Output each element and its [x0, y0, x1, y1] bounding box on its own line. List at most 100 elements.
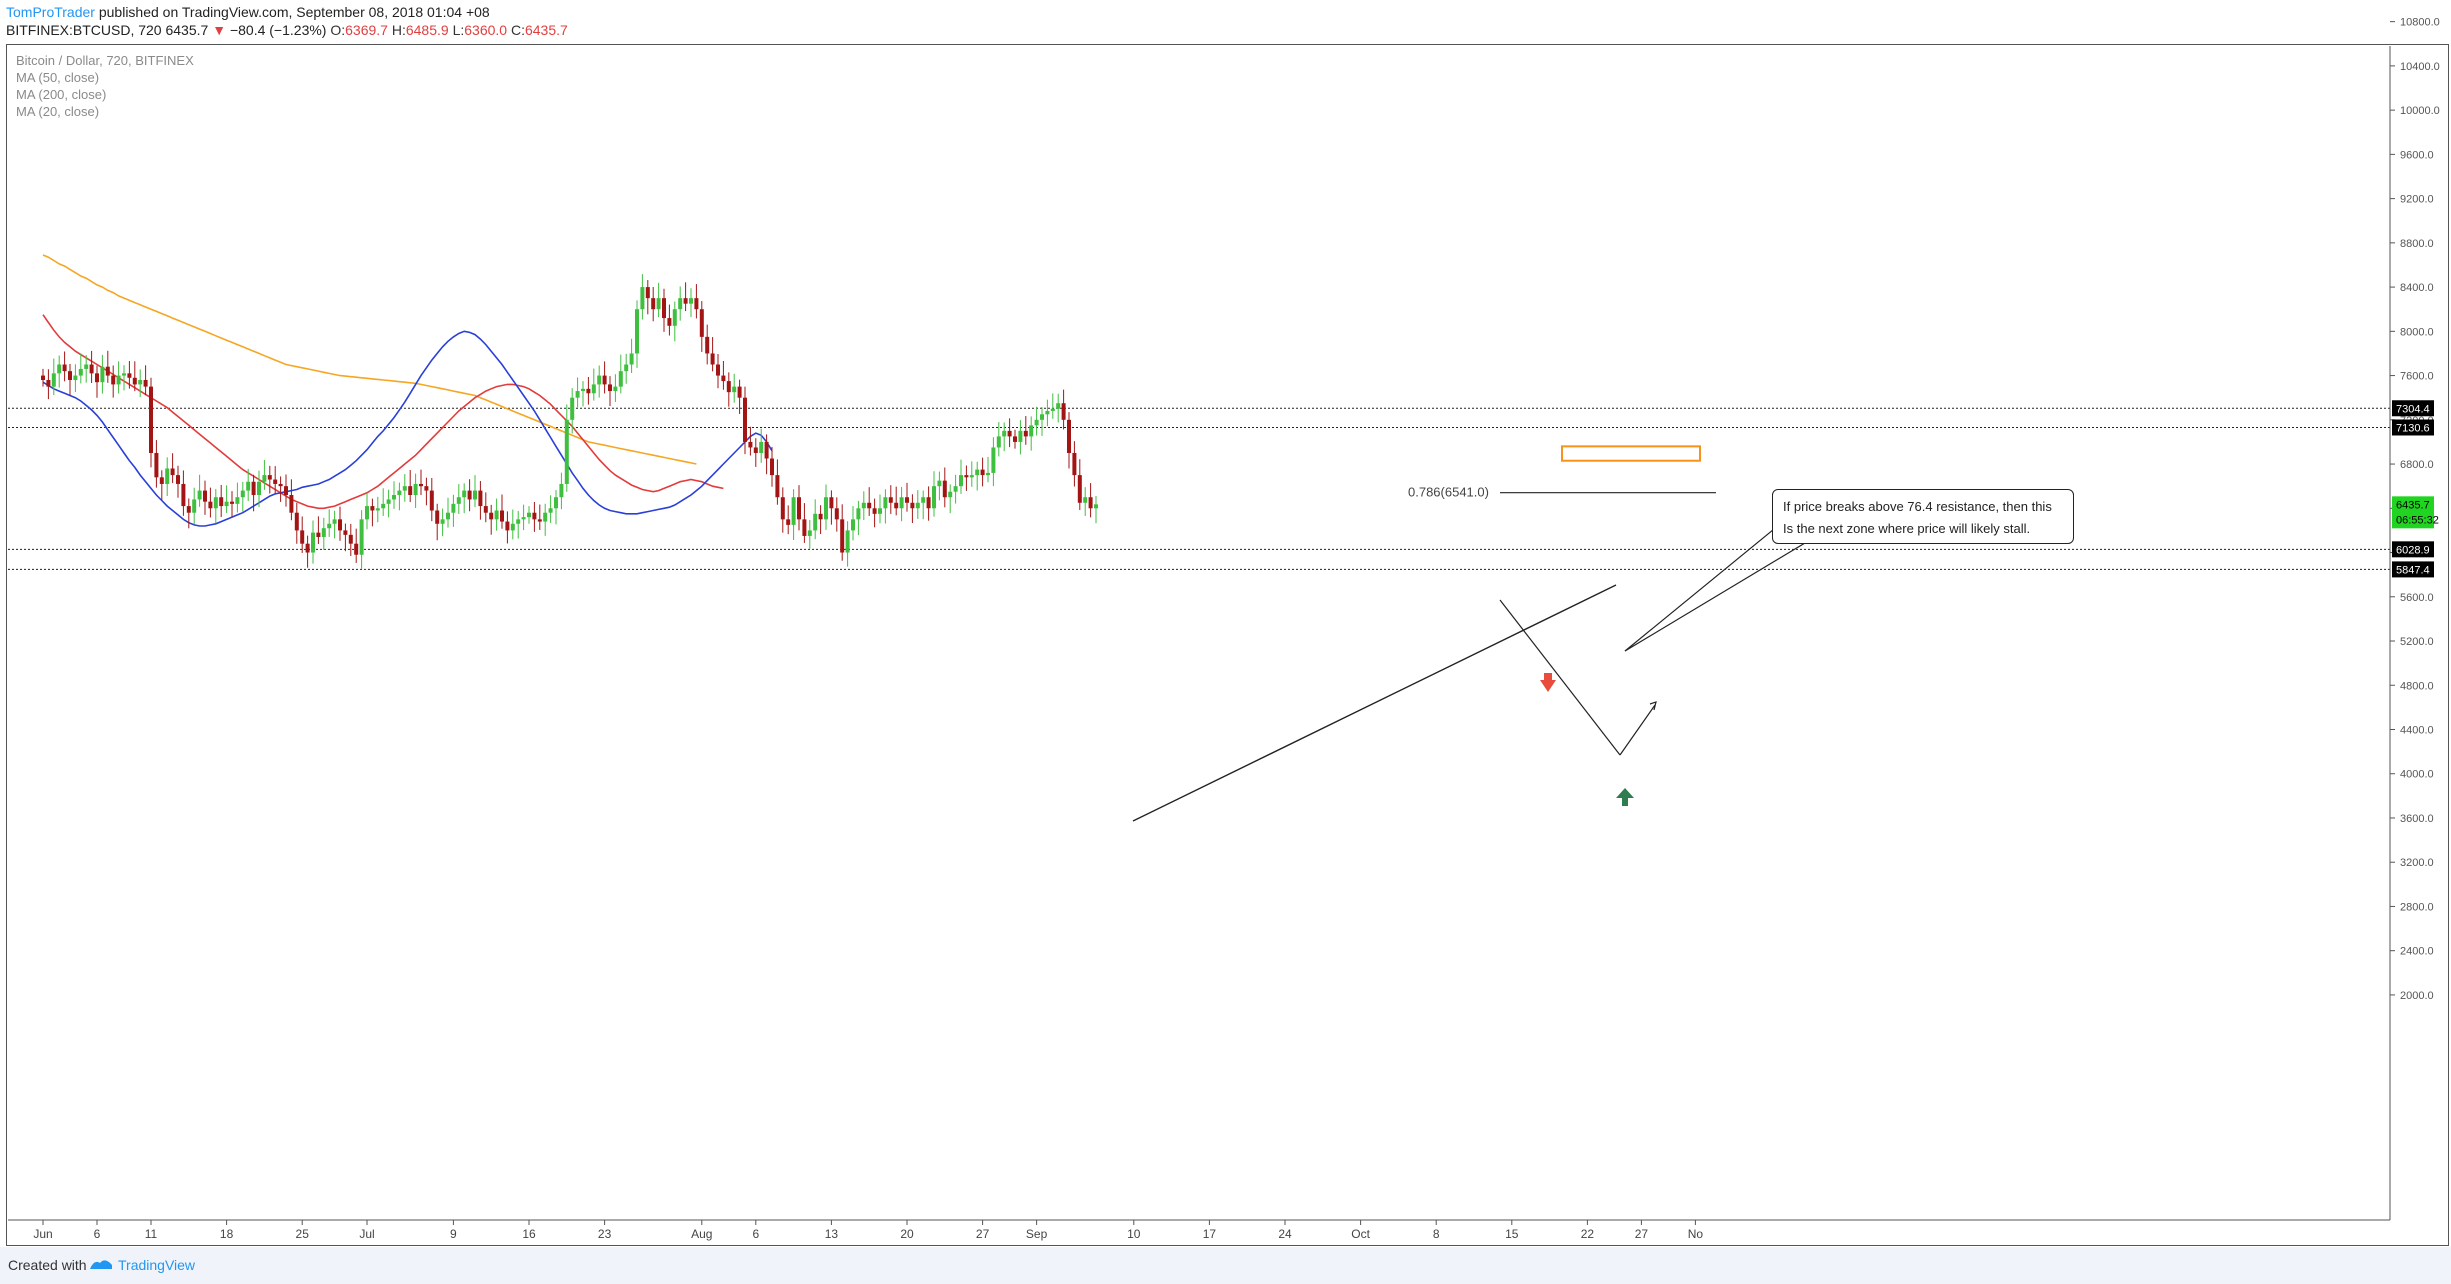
candle-down[interactable] — [273, 466, 278, 494]
candle-up[interactable] — [446, 497, 450, 528]
candle-up[interactable] — [672, 301, 677, 342]
candle-up[interactable] — [327, 509, 332, 537]
resistance-zone-box[interactable] — [1561, 445, 1701, 462]
candle-down[interactable] — [219, 484, 224, 518]
candle-up[interactable] — [921, 490, 926, 520]
candle-down[interactable] — [537, 504, 542, 530]
tradingview-link[interactable]: TradingView — [118, 1257, 196, 1273]
candle-down[interactable] — [942, 467, 947, 508]
candle-up[interactable] — [689, 288, 693, 317]
candle-up[interactable] — [845, 521, 850, 567]
candle-down[interactable] — [62, 351, 67, 382]
candle-down[interactable] — [284, 474, 288, 507]
candle-up[interactable] — [78, 353, 83, 384]
candle-down[interactable] — [699, 301, 704, 352]
candle-down[interactable] — [1013, 429, 1017, 449]
candle-down[interactable] — [354, 528, 359, 563]
candle-down[interactable] — [305, 535, 310, 568]
candle-down[interactable] — [267, 465, 272, 494]
candle-down[interactable] — [775, 459, 780, 505]
candle-up[interactable] — [629, 338, 634, 374]
candle-up[interactable] — [116, 361, 121, 394]
candle-up[interactable] — [570, 388, 575, 434]
legend-ma50[interactable]: MA (50, close) — [16, 70, 100, 85]
candle-down[interactable] — [645, 280, 650, 315]
candle-down[interactable] — [1067, 412, 1071, 469]
candle-up[interactable] — [521, 504, 526, 531]
candle-up[interactable] — [732, 373, 737, 403]
candle-up[interactable] — [213, 489, 218, 524]
candle-up[interactable] — [640, 274, 645, 320]
candle-down[interactable] — [1023, 416, 1028, 445]
candle-up[interactable] — [413, 473, 418, 508]
candle-down[interactable] — [888, 485, 893, 514]
candle-up[interactable] — [494, 498, 499, 531]
candle-down[interactable] — [111, 365, 116, 398]
candle-down[interactable] — [278, 476, 283, 502]
candle-down[interactable] — [710, 337, 715, 372]
candle-up[interactable] — [84, 354, 89, 383]
candle-up[interactable] — [375, 496, 380, 523]
candle-up[interactable] — [192, 487, 197, 525]
candle-up[interactable] — [969, 461, 974, 487]
candle-down[interactable] — [818, 505, 823, 534]
candle-down[interactable] — [726, 372, 731, 407]
ma200-path[interactable] — [42, 254, 697, 465]
candle-up[interactable] — [1002, 422, 1007, 452]
candle-up[interactable] — [359, 510, 364, 569]
candle-down[interactable] — [905, 482, 909, 512]
candle-down[interactable] — [478, 480, 483, 520]
candle-up[interactable] — [165, 457, 170, 497]
candle-down[interactable] — [424, 477, 429, 506]
candle-up[interactable] — [257, 470, 261, 508]
candle-up[interactable] — [100, 354, 105, 394]
candle-down[interactable] — [289, 479, 294, 521]
candle-down[interactable] — [748, 426, 753, 456]
candle-up[interactable] — [381, 488, 386, 516]
projection-line-up[interactable] — [1619, 704, 1656, 756]
candle-down[interactable] — [46, 369, 51, 400]
candle-up[interactable] — [624, 353, 629, 384]
annotation-callout[interactable]: If price breaks above 76.4 resistance, t… — [1772, 489, 2074, 544]
candle-up[interactable] — [392, 481, 396, 509]
candle-up[interactable] — [613, 374, 618, 402]
candle-up[interactable] — [510, 509, 515, 540]
candle-up[interactable] — [543, 503, 548, 536]
candle-up[interactable] — [656, 282, 661, 318]
candle-down[interactable] — [867, 487, 872, 516]
candle-down[interactable] — [338, 506, 342, 541]
candle-down[interactable] — [89, 350, 94, 383]
candle-down[interactable] — [181, 470, 186, 516]
candle-down[interactable] — [780, 487, 785, 533]
candle-down[interactable] — [149, 377, 153, 468]
candle-down[interactable] — [500, 494, 504, 529]
candle-up[interactable] — [1045, 399, 1050, 427]
down-arrow-icon[interactable] — [1540, 673, 1556, 692]
candle-up[interactable] — [224, 485, 229, 513]
candle-up[interactable] — [246, 468, 251, 501]
candle-up[interactable] — [451, 494, 456, 527]
candle-down[interactable] — [586, 377, 591, 405]
candle-down[interactable] — [964, 465, 969, 491]
candle-down[interactable] — [716, 354, 720, 389]
candle-down[interactable] — [602, 361, 607, 394]
candle-down[interactable] — [651, 286, 656, 322]
candle-down[interactable] — [505, 511, 510, 544]
candle-up[interactable] — [456, 484, 461, 514]
candle-up[interactable] — [986, 456, 990, 483]
candle-down[interactable] — [127, 360, 132, 389]
candle-down[interactable] — [429, 477, 434, 522]
candle-up[interactable] — [861, 491, 866, 521]
candle-up[interactable] — [559, 472, 564, 510]
candle-down[interactable] — [1007, 418, 1012, 448]
candle-up[interactable] — [813, 499, 818, 540]
candle-up[interactable] — [878, 494, 882, 524]
candle-up[interactable] — [581, 381, 585, 407]
candle-up[interactable] — [932, 471, 936, 517]
candle-up[interactable] — [597, 365, 602, 398]
candle-down[interactable] — [483, 492, 488, 523]
candle-up[interactable] — [73, 364, 78, 392]
candle-up[interactable] — [235, 482, 240, 513]
candle-down[interactable] — [159, 470, 164, 501]
candle-down[interactable] — [743, 386, 747, 455]
